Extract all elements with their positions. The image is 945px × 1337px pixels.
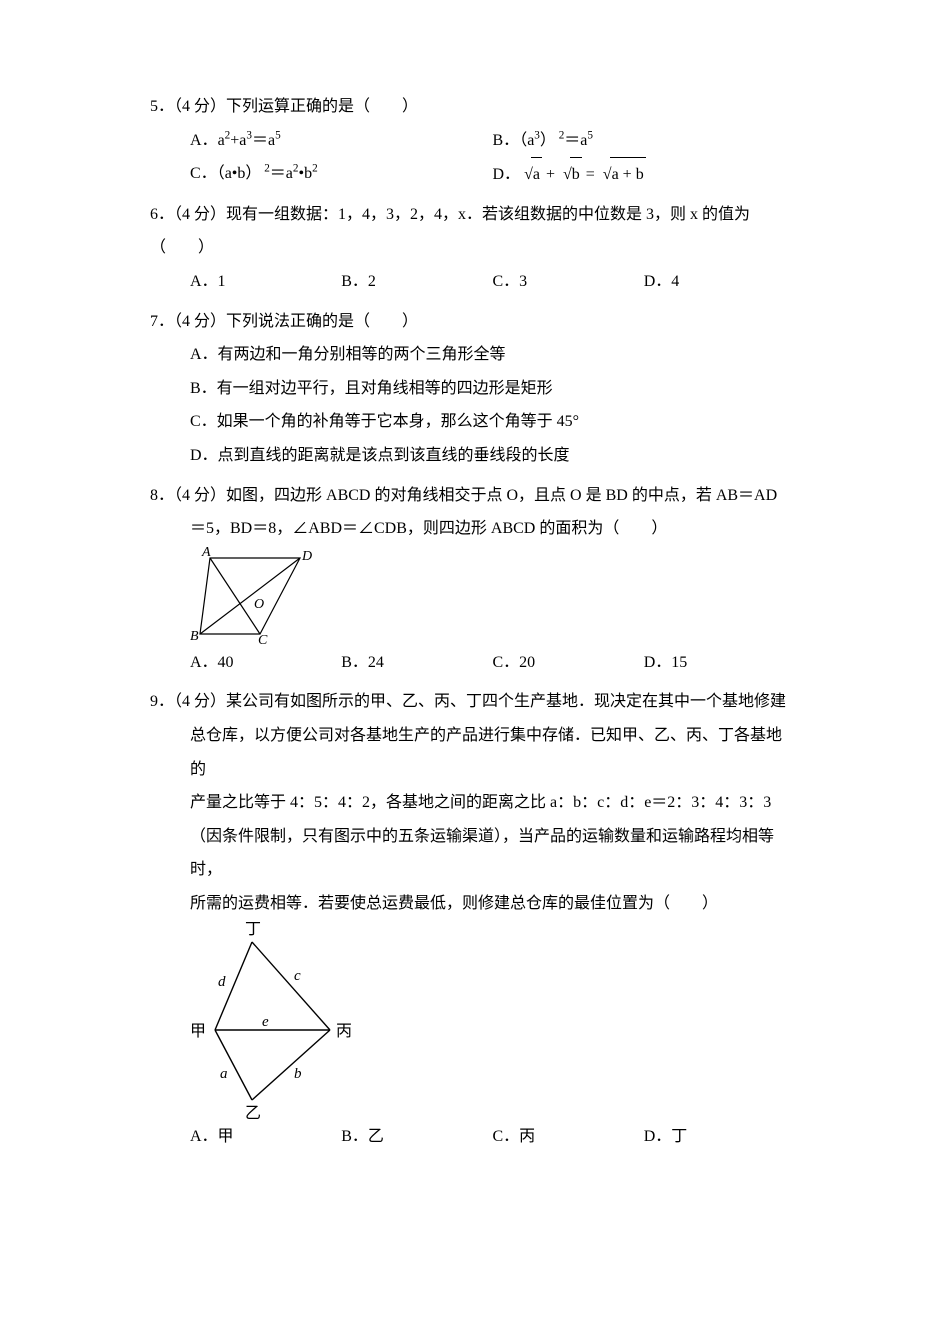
svg-text:B: B — [190, 629, 199, 644]
svg-text:O: O — [254, 597, 264, 612]
q9-figure: 甲 乙 丙 丁 d c e a b — [190, 920, 370, 1120]
q6-points: （4 分） — [174, 206, 226, 223]
q8-optC: C．20 — [493, 646, 644, 680]
sup: 2 — [312, 163, 318, 175]
q9-stem4: （因条件限制，只有图示中的五条运输渠道），当产品的运输数量和运输路程均相等时， — [150, 820, 795, 887]
q8-optD: D．15 — [644, 646, 795, 680]
t: •b — [299, 165, 313, 182]
q6-optD: D．4 — [644, 265, 795, 299]
q8-stem: 8．（4 分）如图，四边形 ABCD 的对角线相交于点 O，且点 O 是 BD … — [150, 479, 795, 513]
t: ） — [540, 132, 556, 149]
q9-optD: D．丁 — [644, 1120, 795, 1154]
t: +a — [230, 132, 246, 149]
svg-text:乙: 乙 — [245, 1105, 261, 1120]
radicand: b — [570, 157, 582, 192]
q8-number: 8 — [150, 487, 158, 504]
question-7: 7．（4 分）下列说法正确的是（ ） A．有两边和一角分别相等的两个三角形全等 … — [150, 305, 795, 473]
q5-row1: A．a2+a3＝a5 B．（a3） 2＝a5 — [150, 124, 795, 158]
sup: 2 — [261, 163, 269, 175]
q7-stem-text: 下列说法正确的是（ ） — [226, 313, 418, 330]
q5-optA: A．a2+a3＝a5 — [190, 124, 493, 158]
q5-stem-text: 下列运算正确的是（ ） — [226, 98, 418, 115]
q9-points: （4 分） — [174, 693, 226, 710]
t: （a•b） — [217, 165, 262, 182]
opt-prefix: C． — [190, 165, 217, 182]
q9-stem: 9．（4 分）某公司有如图所示的甲、乙、丙、丁四个生产基地．现决定在其中一个基地… — [150, 685, 795, 719]
svg-text:A: A — [201, 546, 211, 560]
q6-stem: 6．（4 分）现有一组数据：1，4，3，2，4，x．若该组数据的中位数是 3，则… — [150, 198, 795, 265]
svg-text:丁: 丁 — [245, 921, 261, 938]
q5-optD: D．a + b = a + b — [493, 157, 796, 192]
opt-prefix: D． — [493, 166, 521, 183]
t: （a — [519, 132, 534, 149]
t: ＝a — [252, 132, 275, 149]
q6-optC: C．3 — [493, 265, 644, 299]
text: 5．（4 分）下列运算正确的是（ ） — [150, 98, 418, 115]
q5-number: 5 — [150, 98, 158, 115]
q7-optD: D．点到直线的距离就是该点到该直线的垂线段的长度 — [150, 439, 795, 473]
text: 8．（4 分）如图，四边形 ABCD 的对角线相交于点 O，且点 O 是 BD … — [150, 487, 777, 504]
svg-text:b: b — [294, 1066, 302, 1082]
svg-text:e: e — [262, 1014, 269, 1030]
q5-row2: C．（a•b） 2＝a2•b2 D．a + b = a + b — [150, 157, 795, 192]
q7-optA: A．有两边和一角分别相等的两个三角形全等 — [150, 338, 795, 372]
q5-optC: C．（a•b） 2＝a2•b2 — [190, 157, 493, 192]
question-6: 6．（4 分）现有一组数据：1，4，3，2，4，x．若该组数据的中位数是 3，则… — [150, 198, 795, 299]
q8-opts: A．40 B．24 C．20 D．15 — [150, 646, 795, 680]
t: ＝a — [564, 132, 587, 149]
q5-points: （4 分） — [174, 98, 226, 115]
text: 6．（4 分）现有一组数据：1，4，3，2，4，x．若该组数据的中位数是 3，则… — [150, 206, 750, 257]
q7-optB: B．有一组对边平行，且对角线相等的四边形是矩形 — [150, 372, 795, 406]
q8-figure: A D B C O — [190, 546, 320, 646]
q8-optA: A．40 — [190, 646, 341, 680]
q9-number: 9 — [150, 693, 158, 710]
radicand: a — [531, 157, 542, 192]
q6-optA: A．1 — [190, 265, 341, 299]
q7-number: 7 — [150, 313, 158, 330]
question-9: 9．（4 分）某公司有如图所示的甲、乙、丙、丁四个生产基地．现决定在其中一个基地… — [150, 685, 795, 1154]
q6-optB: B．2 — [341, 265, 492, 299]
q5-optB: B．（a3） 2＝a5 — [493, 124, 796, 158]
opt-prefix: A． — [190, 132, 218, 149]
q7-optC: C．如果一个角的补角等于它本身，那么这个角等于 45° — [150, 405, 795, 439]
svg-text:丙: 丙 — [336, 1023, 352, 1040]
svg-text:D: D — [301, 549, 312, 564]
text: 7．（4 分）下列说法正确的是（ ） — [150, 313, 418, 330]
q8-optB: B．24 — [341, 646, 492, 680]
sup: 5 — [587, 129, 593, 141]
q9-stem2: 总仓库，以方便公司对各基地生产的产品进行集中存储．已知甲、乙、丙、丁各基地的 — [150, 719, 795, 786]
radicand: a + b — [610, 157, 646, 192]
q6-number: 6 — [150, 206, 158, 223]
q9-stem5: 所需的运费相等．若要使总运费最低，则修建总仓库的最佳位置为（ ） — [150, 887, 795, 921]
q8-stem2: ＝5，BD＝8，∠ABD＝∠CDB，则四边形 ABCD 的面积为（ ） — [150, 512, 795, 546]
text: 9．（4 分）某公司有如图所示的甲、乙、丙、丁四个生产基地．现决定在其中一个基地… — [150, 693, 786, 710]
q9-optC: C．丙 — [493, 1120, 644, 1154]
question-8: 8．（4 分）如图，四边形 ABCD 的对角线相交于点 O，且点 O 是 BD … — [150, 479, 795, 680]
svg-text:a: a — [220, 1066, 228, 1082]
t: ＝a — [270, 165, 293, 182]
svg-text:甲: 甲 — [190, 1023, 206, 1040]
q7-stem: 7．（4 分）下列说法正确的是（ ） — [150, 305, 795, 339]
t: a — [218, 132, 225, 149]
q6-opts: A．1 B．2 C．3 D．4 — [150, 265, 795, 299]
q9-opts: A．甲 B．乙 C．丙 D．丁 — [150, 1120, 795, 1154]
svg-text:c: c — [294, 968, 301, 984]
sqrt-b: b — [559, 157, 582, 192]
q9-stem3: 产量之比等于 4：5：4：2，各基地之间的距离之比 a：b：c：d：e＝2：3：… — [150, 786, 795, 820]
svg-text:d: d — [218, 974, 226, 990]
q6-stem-text: 现有一组数据：1，4，3，2，4，x．若该组数据的中位数是 3，则 x 的值为（… — [150, 206, 750, 257]
q9-optB: B．乙 — [341, 1120, 492, 1154]
q9-stem1: 某公司有如图所示的甲、乙、丙、丁四个生产基地．现决定在其中一个基地修建 — [226, 693, 786, 710]
q5-stem: 5．（4 分）下列运算正确的是（ ） — [150, 90, 795, 124]
q9-optA: A．甲 — [190, 1120, 341, 1154]
sqrt-aplusb: a + b — [599, 157, 646, 192]
q7-points: （4 分） — [174, 313, 226, 330]
q8-stem1: 如图，四边形 ABCD 的对角线相交于点 O，且点 O 是 BD 的中点，若 A… — [226, 487, 777, 504]
sup: 5 — [275, 129, 281, 141]
svg-text:C: C — [258, 633, 268, 646]
q8-points: （4 分） — [174, 487, 226, 504]
question-5: 5．（4 分）下列运算正确的是（ ） A．a2+a3＝a5 B．（a3） 2＝a… — [150, 90, 795, 192]
opt-prefix: B． — [493, 132, 520, 149]
sqrt-a: a — [520, 157, 542, 192]
